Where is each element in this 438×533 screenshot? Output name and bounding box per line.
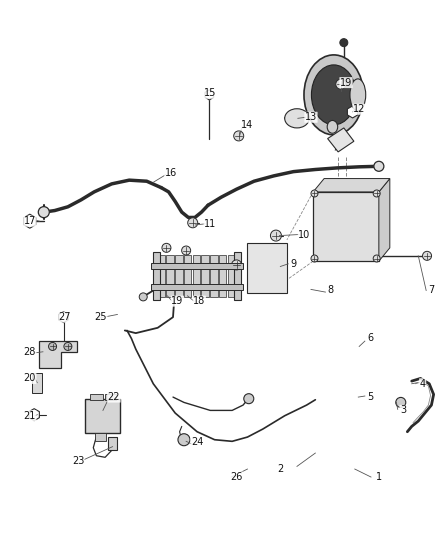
Circle shape [178,434,190,446]
Text: 19: 19 [171,296,184,306]
Circle shape [182,246,191,255]
Ellipse shape [304,55,364,135]
Circle shape [38,207,49,217]
Text: 4: 4 [420,379,426,389]
Circle shape [311,190,318,197]
Bar [108,437,117,450]
Polygon shape [205,90,214,100]
Bar [210,255,218,297]
Bar [95,433,106,441]
Circle shape [311,255,318,262]
Text: 21: 21 [24,411,36,421]
Circle shape [244,394,254,403]
Text: 28: 28 [24,347,36,357]
Circle shape [373,255,380,262]
Text: 18: 18 [193,296,205,306]
Text: 15: 15 [204,88,216,98]
Text: 3: 3 [400,406,406,415]
Ellipse shape [327,120,338,133]
Bar [90,394,103,400]
Circle shape [234,131,244,141]
Text: 8: 8 [328,286,334,295]
Bar [151,284,243,290]
Bar [32,373,42,393]
Text: 10: 10 [298,230,311,239]
Bar [166,255,174,297]
Bar [153,252,160,300]
Text: 5: 5 [367,392,373,402]
Text: 27: 27 [59,312,71,322]
Bar [85,399,120,433]
Bar [184,255,191,297]
Circle shape [232,260,241,270]
Text: 11: 11 [204,219,216,229]
Ellipse shape [350,79,366,111]
Bar [158,255,165,297]
Text: 13: 13 [305,112,317,122]
Bar [247,243,287,293]
Circle shape [373,190,380,197]
Text: 23: 23 [72,456,84,466]
Text: 17: 17 [24,216,36,226]
Bar [234,252,241,300]
Text: 1: 1 [376,472,382,482]
Ellipse shape [311,65,356,125]
Text: 16: 16 [165,168,177,178]
Circle shape [188,218,198,228]
Circle shape [396,398,406,407]
Bar [313,192,379,261]
Text: 7: 7 [428,286,434,295]
Text: 26: 26 [230,472,243,482]
Text: 12: 12 [353,104,365,114]
Circle shape [162,244,171,252]
Bar [228,255,235,297]
Polygon shape [39,341,77,368]
Polygon shape [328,128,354,152]
Text: 14: 14 [241,120,254,130]
Circle shape [340,38,348,47]
Text: 24: 24 [191,438,203,447]
Bar [193,255,200,297]
Polygon shape [29,409,39,421]
Polygon shape [24,214,36,228]
Polygon shape [347,106,358,118]
Circle shape [270,230,282,241]
Text: 2: 2 [277,464,283,474]
Circle shape [374,161,384,171]
Text: 19: 19 [340,78,352,87]
Text: 9: 9 [290,259,297,269]
Polygon shape [59,312,68,322]
Bar [105,394,116,400]
Text: 25: 25 [95,312,107,322]
Text: 22: 22 [108,392,120,402]
Bar [151,263,243,269]
Ellipse shape [285,109,309,128]
Circle shape [49,342,57,351]
Bar [201,255,209,297]
Polygon shape [379,179,390,261]
Circle shape [336,79,346,89]
Text: 6: 6 [367,334,373,343]
Circle shape [139,293,147,301]
Bar [175,255,183,297]
Text: 20: 20 [24,374,36,383]
Circle shape [423,252,431,260]
Bar [219,255,226,297]
Circle shape [64,342,72,351]
Polygon shape [313,179,390,192]
